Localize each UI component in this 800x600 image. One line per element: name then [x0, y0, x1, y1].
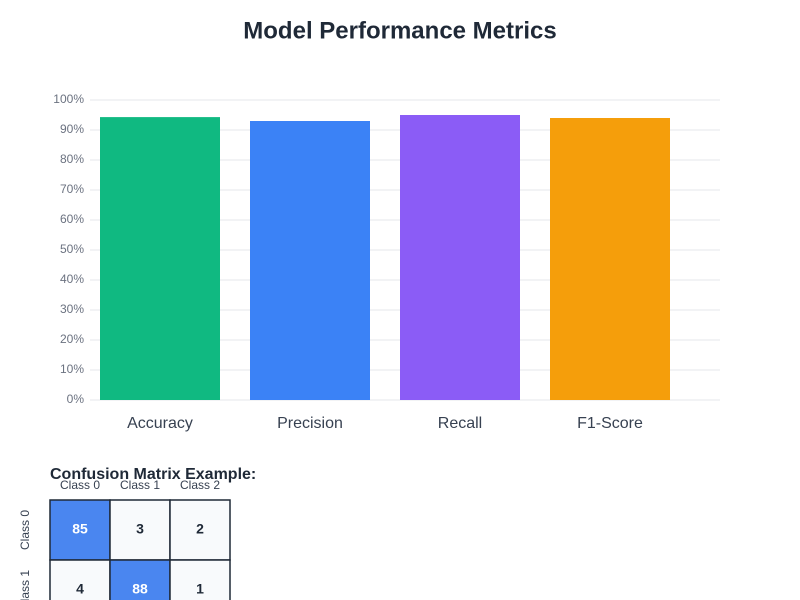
cell-value: 88 — [132, 581, 148, 597]
y-tick-label: 90% — [60, 122, 84, 136]
y-tick-label: 10% — [60, 362, 84, 376]
cell-value: 2 — [196, 521, 204, 537]
matrix-cell — [109, 559, 171, 600]
cell-value: 3 — [136, 521, 144, 537]
matrix-cell — [49, 559, 111, 600]
cell-value: 4 — [76, 581, 84, 597]
column-label: Class 1 — [120, 478, 160, 492]
bar — [550, 118, 670, 400]
x-tick-label: Accuracy — [127, 415, 193, 432]
chart-title: Model Performance Metrics — [243, 17, 556, 44]
x-tick-label: Precision — [277, 415, 343, 432]
matrix-title: Confusion Matrix Example: — [50, 466, 256, 483]
column-label: Class 2 — [180, 478, 220, 492]
bar — [400, 115, 520, 400]
row-label: Class 1 — [18, 570, 32, 600]
cell-value: 85 — [72, 521, 88, 537]
y-tick-label: 0% — [67, 392, 85, 406]
y-tick-label: 50% — [60, 242, 84, 256]
y-tick-label: 80% — [60, 152, 84, 166]
row-label: Class 0 — [18, 510, 32, 550]
bar — [250, 121, 370, 400]
matrix-cell — [169, 499, 231, 561]
matrix-cell — [49, 499, 111, 561]
y-tick-label: 60% — [60, 212, 84, 226]
bar — [100, 117, 220, 400]
y-tick-label: 100% — [53, 92, 84, 106]
cell-value: 1 — [196, 581, 204, 597]
matrix-cell — [169, 559, 231, 600]
y-tick-label: 30% — [60, 302, 84, 316]
y-tick-label: 40% — [60, 272, 84, 286]
x-tick-label: F1-Score — [577, 415, 643, 432]
x-tick-label: Recall — [438, 415, 482, 432]
y-tick-label: 20% — [60, 332, 84, 346]
matrix-cell — [109, 499, 171, 561]
column-label: Class 0 — [60, 478, 100, 492]
y-tick-label: 70% — [60, 182, 84, 196]
